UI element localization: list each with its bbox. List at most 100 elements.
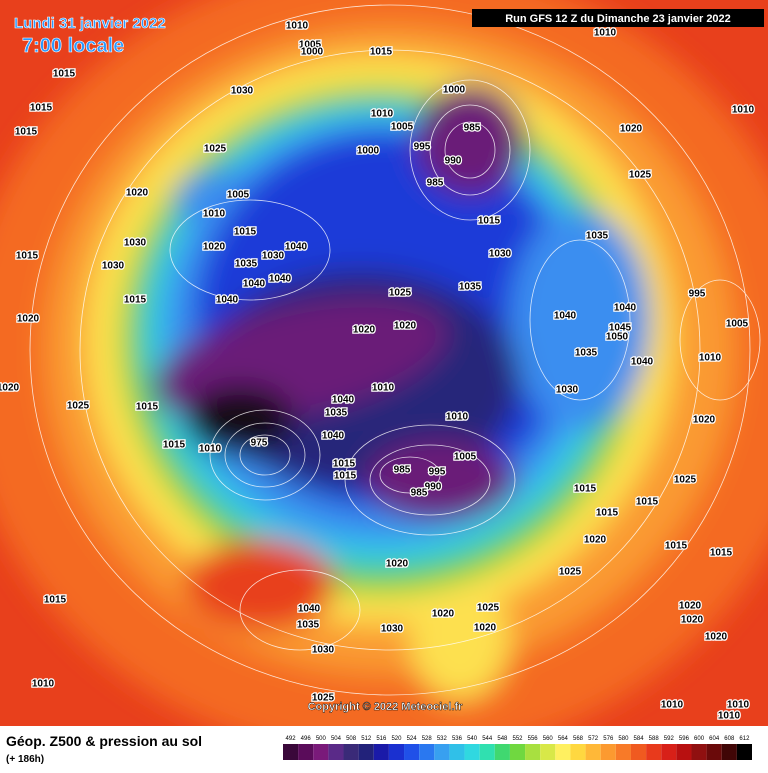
isobar-label: 985 <box>464 123 481 134</box>
isobar-label: 1040 <box>614 303 637 314</box>
isobar-label: 1025 <box>312 693 335 704</box>
isobar-label: 1030 <box>262 251 285 262</box>
isobar-label: 1040 <box>216 295 239 306</box>
scale-swatch <box>464 744 480 760</box>
scale-label: 552 <box>512 736 523 742</box>
scale-label: 600 <box>694 736 705 742</box>
scale-label: 588 <box>649 736 660 742</box>
isobar-label: 1010 <box>203 209 226 220</box>
isobar-label: 1025 <box>559 567 582 578</box>
isobar-label: 1010 <box>727 700 750 711</box>
isobar-label: 1015 <box>163 440 186 451</box>
isobar-label: 1015 <box>710 548 733 559</box>
isobar-lines <box>29 4 761 696</box>
isobar-label: 1005 <box>726 319 749 330</box>
scale-swatch <box>419 744 435 760</box>
isobar-label: 1015 <box>665 541 688 552</box>
isobar-label: 1040 <box>243 279 266 290</box>
scale-swatch <box>646 744 662 760</box>
isobar-label: 1005 <box>299 40 322 51</box>
isobar-label: 1025 <box>674 475 697 486</box>
scale-label: 536 <box>452 736 463 742</box>
scale-swatch <box>479 744 495 760</box>
isobar-label: 1015 <box>333 459 356 470</box>
scale-swatch <box>736 744 752 760</box>
isobar-label: 1015 <box>478 216 501 227</box>
scale-label: 564 <box>558 736 569 742</box>
scale-label: 596 <box>679 736 690 742</box>
isobar-label: 1015 <box>124 295 147 306</box>
scale-swatch <box>494 744 510 760</box>
isobar-label: 1005 <box>227 190 250 201</box>
scale-label: 568 <box>573 736 584 742</box>
scale-swatch <box>706 744 722 760</box>
isobar-label: 1035 <box>575 348 598 359</box>
isobar-label: 1030 <box>381 624 404 635</box>
scale-label: 504 <box>331 736 342 742</box>
scale-label: 500 <box>316 736 327 742</box>
scale-swatch <box>540 744 556 760</box>
scale-label: 572 <box>588 736 599 742</box>
scale-swatch <box>404 744 420 760</box>
scale-swatch <box>615 744 631 760</box>
scale-swatch <box>434 744 450 760</box>
scale-swatch <box>630 744 647 760</box>
scale-swatch <box>358 744 374 760</box>
isobar-label: 1035 <box>235 259 258 270</box>
isobar-label: 1020 <box>0 383 20 394</box>
isobar-label: 1010 <box>732 105 755 116</box>
run-box <box>472 9 764 27</box>
isobar-label: 990 <box>445 156 462 167</box>
isobar-label: 1020 <box>17 314 40 325</box>
isobar-label: 985 <box>411 488 428 499</box>
scale-label: 516 <box>376 736 387 742</box>
isobar-label: 1030 <box>312 645 335 656</box>
isobar-label: 1020 <box>353 325 376 336</box>
scale-label: 508 <box>346 736 357 742</box>
isobar-label: 1030 <box>489 249 512 260</box>
isobar-label: 1035 <box>586 231 609 242</box>
isobar-label: 985 <box>427 178 444 189</box>
isobar-label: 1000 <box>357 146 380 157</box>
isobar-label: 1030 <box>102 261 125 272</box>
scale-label: 544 <box>482 736 493 742</box>
isobar-label: 1000 <box>443 85 466 96</box>
isobar-label: 1025 <box>204 144 227 155</box>
isobar-label: 1040 <box>285 242 308 253</box>
isobar-label: 1015 <box>234 227 257 238</box>
isobar-label: 1030 <box>231 86 254 97</box>
scale-swatch <box>343 744 359 760</box>
isobar-label: 1025 <box>477 603 500 614</box>
isobar-label: 1010 <box>718 711 741 722</box>
isobar-label: 995 <box>414 142 431 153</box>
scale-swatch <box>283 744 299 760</box>
scale-label: 580 <box>618 736 629 742</box>
isobar-label: 1020 <box>126 188 149 199</box>
isobar-label: 1010 <box>699 353 722 364</box>
isobar-label: 1015 <box>370 47 393 58</box>
isobar-label: 990 <box>425 482 442 493</box>
scale-label: 592 <box>664 736 675 742</box>
copyright: Copyright © 2022 Meteociel.fr <box>308 701 464 713</box>
scale-swatch <box>373 744 389 760</box>
isobar-label: 1025 <box>67 401 90 412</box>
isobar-label: 1020 <box>474 623 497 634</box>
scale-swatch <box>676 744 692 760</box>
scale-swatch <box>721 744 737 760</box>
isobar-label: 1050 <box>606 332 629 343</box>
isobar-label: 1020 <box>620 124 643 135</box>
scale-swatch <box>570 744 586 760</box>
scale-label: 576 <box>603 736 614 742</box>
legend-title: Géop. Z500 & pression au sol <box>6 733 202 749</box>
isobar-label: 1020 <box>705 632 728 643</box>
isobar-label: 1005 <box>454 452 477 463</box>
isobar-label: 1010 <box>371 109 394 120</box>
scale-swatch <box>388 744 405 760</box>
date: Lundi 31 janvier 2022 <box>14 15 166 32</box>
isobar-label: 1015 <box>30 103 53 114</box>
scale-swatch <box>449 744 465 760</box>
scale-label: 496 <box>301 736 312 742</box>
isobar-label: 995 <box>689 289 706 300</box>
